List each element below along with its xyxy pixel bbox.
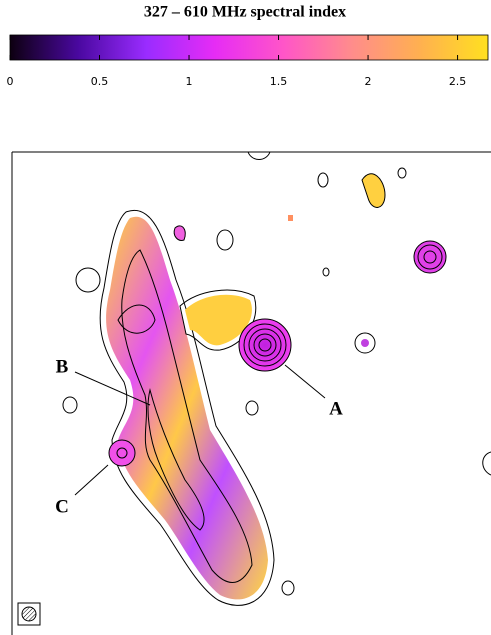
- pointer: [74, 464, 109, 496]
- beam: [21, 606, 37, 622]
- contour: [482, 451, 491, 476]
- label-b: B: [56, 356, 69, 377]
- map: A B C: [11, 151, 491, 635]
- label-c: C: [55, 496, 69, 517]
- contour: [253, 333, 277, 357]
- contour: [121, 249, 253, 583]
- contour: [62, 396, 78, 414]
- chart-title: 327 – 610 MHz spectral index: [144, 4, 346, 21]
- source-arm: [185, 294, 252, 346]
- pointer: [74, 371, 151, 406]
- source: [361, 339, 369, 347]
- tick-label: 0.5: [91, 75, 109, 88]
- contour: [322, 267, 330, 277]
- contour: [248, 328, 282, 362]
- contour: [147, 389, 205, 531]
- contour: [397, 167, 407, 179]
- contour: [423, 250, 437, 264]
- contour: [417, 244, 443, 270]
- contour: [281, 580, 295, 596]
- tick-label: 1.5: [270, 75, 288, 88]
- contour: [317, 172, 329, 188]
- contour: [216, 229, 234, 251]
- contour: [116, 447, 128, 459]
- source: [413, 240, 447, 274]
- tick-label: 2.5: [449, 75, 467, 88]
- source-a: [238, 318, 292, 372]
- pointer: [284, 364, 326, 399]
- source: [173, 225, 186, 241]
- tick-label: 1: [186, 75, 193, 88]
- contour: [258, 338, 272, 352]
- label-a: A: [329, 398, 343, 419]
- source: [361, 173, 386, 208]
- tick-label: 0: [7, 75, 14, 88]
- contour: [75, 267, 101, 293]
- colorbar: [9, 34, 489, 61]
- contour: [247, 151, 271, 160]
- contour: [117, 304, 156, 334]
- contour: [99, 209, 275, 606]
- contour: [243, 323, 287, 367]
- colorbar-ticks: 0 0.5 1 1.5 2 2.5: [7, 35, 467, 88]
- contour: [245, 400, 259, 416]
- source: [288, 215, 293, 221]
- source-c: [108, 439, 136, 467]
- tick-label: 2: [365, 75, 372, 88]
